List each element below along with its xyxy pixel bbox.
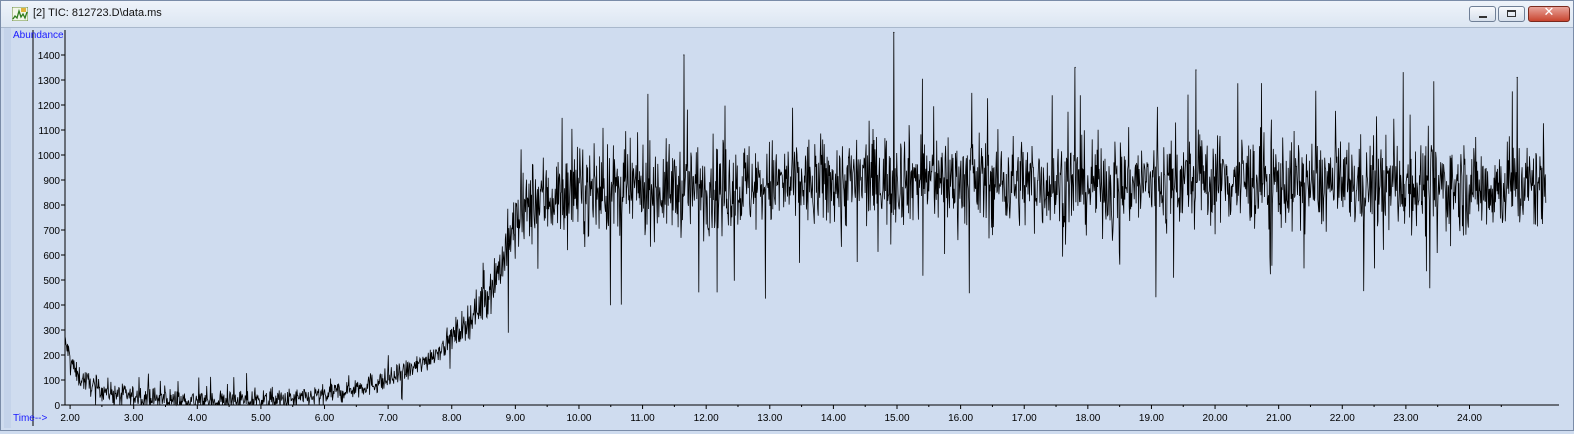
x-axis-label: Time--> [13,413,48,424]
x-tick-label: 7.00 [378,413,398,424]
y-tick-label: 900 [43,176,60,187]
chromatogram-plot: 0 100 200 300 400 500 600 700 800 900 1000 1100 1200… [11,28,1573,429]
close-button[interactable]: ✕ [1528,5,1570,22]
y-tick-label: 400 [43,301,60,312]
tic-peak-point [1074,66,1076,69]
y-tick-label: 0 [54,401,60,412]
x-tick-label: 14.00 [821,413,846,424]
close-icon: ✕ [1543,5,1555,20]
y-tick-label: 1200 [38,101,61,112]
x-tick-label: 11.00 [630,413,655,424]
x-tick-label: 22.00 [1330,413,1355,424]
y-tick-label: 700 [43,226,60,237]
y-tick-label: 100 [43,376,60,387]
y-tick-label: 500 [43,276,60,287]
x-tick-label: 2.00 [60,413,80,424]
tic-peak-point [1516,76,1518,79]
x-tick-label: 5.00 [251,413,271,424]
x-tick-label: 24.00 [1457,413,1482,424]
x-tick-label: 16.00 [948,413,973,424]
x-tick-label: 6.00 [315,413,335,424]
tic-series-line [64,32,1547,407]
x-tick-label: 3.00 [124,413,144,424]
x-tick-label: 20.00 [1203,413,1228,424]
tic-peak-point [893,31,895,34]
x-tick-label: 13.00 [757,413,782,424]
x-tick-label: 18.00 [1075,413,1100,424]
y-tick-label: 200 [43,351,60,362]
x-tick-label: 19.00 [1139,413,1164,424]
x-tick-label: 15.00 [884,413,909,424]
y-tick-label: 1300 [38,76,61,87]
x-tick-label: 10.00 [566,413,591,424]
y-tick-label: 300 [43,326,60,337]
maximize-button[interactable] [1498,6,1525,22]
y-tick-label: 1100 [38,126,60,137]
x-tick-label: 21.00 [1266,413,1291,424]
chromatogram-app-icon [12,7,28,21]
y-axis-label: Abundance [13,30,64,41]
minimize-icon [1479,16,1487,18]
minimize-button[interactable] [1469,6,1496,22]
x-tick-label: 12.00 [694,413,719,424]
tic-chart: 0 100 200 300 400 500 600 700 800 900 1000 1100 1200… [13,30,1559,426]
x-tick-label: 23.00 [1393,413,1418,424]
tic-peak-point [683,54,685,56]
y-tick-label: 600 [43,251,60,262]
x-tick-label: 4.00 [188,413,208,424]
tic-peak-point [1195,69,1197,71]
y-tick-label: 1400 [38,51,61,62]
x-tick-label: 8.00 [442,413,462,424]
y-tick-label: 1000 [38,151,61,162]
title-bar[interactable]: [2] TIC: 812723.D\data.ms ✕ [1,1,1573,28]
x-tick-label: 17.00 [1012,413,1037,424]
x-tick-label: 9.00 [506,413,526,424]
window-title: [2] TIC: 812723.D\data.ms [33,7,162,19]
y-tick-label: 800 [43,201,60,212]
maximize-icon [1507,10,1516,17]
